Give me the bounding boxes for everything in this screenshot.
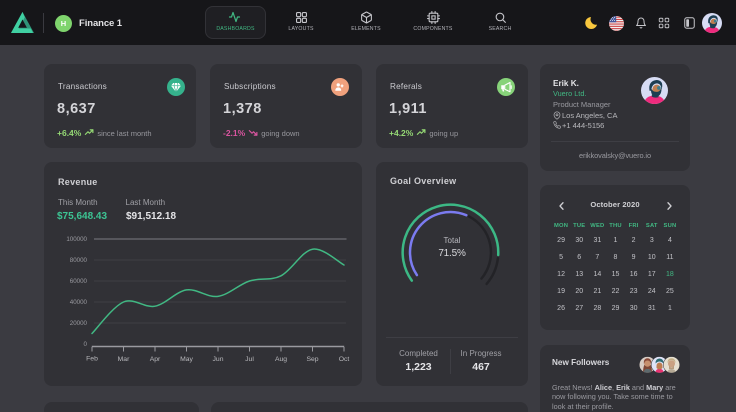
svg-text:20000: 20000 bbox=[70, 320, 88, 327]
svg-text:Apr: Apr bbox=[150, 356, 161, 363]
svg-text:60000: 60000 bbox=[70, 278, 88, 285]
svg-text:Feb: Feb bbox=[86, 356, 98, 363]
svg-text:80000: 80000 bbox=[70, 257, 88, 264]
svg-text:0: 0 bbox=[84, 341, 88, 348]
svg-text:May: May bbox=[180, 356, 193, 363]
svg-text:Jul: Jul bbox=[245, 356, 254, 363]
svg-text:40000: 40000 bbox=[70, 299, 88, 306]
svg-text:Aug: Aug bbox=[275, 356, 287, 363]
svg-text:Sep: Sep bbox=[306, 356, 318, 363]
svg-text:Oct: Oct bbox=[339, 356, 350, 363]
svg-text:Jun: Jun bbox=[213, 356, 224, 363]
svg-text:100000: 100000 bbox=[66, 236, 87, 243]
svg-text:Mar: Mar bbox=[118, 356, 130, 363]
